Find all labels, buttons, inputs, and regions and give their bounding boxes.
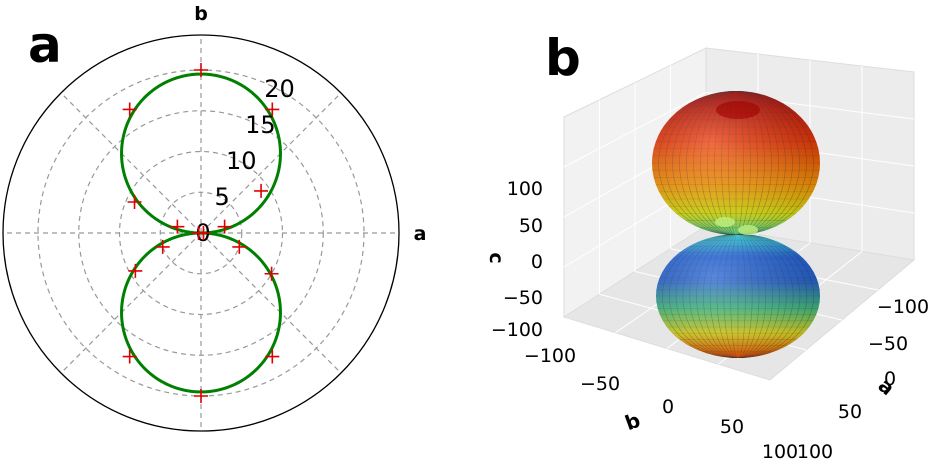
polar-data-marker: [127, 195, 142, 210]
polar-data-marker: [254, 183, 269, 198]
axis3d-tick-b: 0: [662, 396, 674, 418]
polar-axis-label-top: b: [194, 3, 208, 25]
axis3d-tick-c: −50: [503, 287, 543, 309]
polar-radial-tick-label: 20: [264, 75, 295, 103]
polar-data-marker: [194, 63, 208, 77]
polar-grid-spoke: [60, 92, 202, 234]
polar-axis-label-right: a: [414, 223, 427, 245]
polar-data-marker: [122, 102, 137, 117]
polar-data-marker: [194, 389, 208, 403]
polar-grid-circle: [78, 110, 324, 356]
polar-radial-tick-label: 10: [226, 147, 257, 175]
axis3d-tick-a: −100: [877, 296, 929, 318]
panel-label-a: a: [28, 16, 62, 74]
axis3d-tick-a: 0: [884, 368, 896, 390]
axis3d-tick-a: 100: [797, 441, 833, 463]
axis3d-tick-a: 50: [838, 401, 862, 423]
polar-data-marker: [265, 349, 280, 364]
axis3d-tick-c: −100: [491, 319, 543, 341]
polar-data-marker: [128, 263, 143, 278]
polar-data-marker: [265, 102, 280, 117]
polar-grid-spoke: [200, 92, 342, 234]
polar-data-marker: [155, 239, 170, 254]
polar-data-marker: [217, 219, 232, 234]
axis3d-label-c: c: [485, 252, 507, 263]
axis3d-tick-a: −50: [868, 333, 908, 355]
axis3d-tick-b: 50: [720, 416, 744, 438]
polar-data-marker: [196, 226, 211, 240]
panel-label-b: b: [545, 29, 581, 87]
axis3d-tick-b: −100: [524, 345, 576, 367]
surface-upper-lobe: [652, 91, 820, 235]
axis3d-tick-b: 100: [762, 441, 798, 463]
polar-radial-tick-label: 15: [245, 111, 276, 139]
axis3d-tick-c: 100: [507, 178, 543, 200]
polar-data-marker: [264, 266, 279, 281]
polar-grid-spoke: [60, 232, 202, 374]
axis3d-tick-c: 0: [531, 251, 543, 273]
polar-data-marker: [232, 239, 247, 254]
polar-outer-frame: [2, 34, 400, 432]
polar-grid-spoke: [200, 232, 342, 374]
axis3d-tick-b: −50: [580, 373, 620, 395]
axis3d-label-b: b: [622, 408, 644, 435]
polar-data-marker: [122, 349, 137, 364]
axis3d-tick-c: 50: [519, 215, 543, 237]
polar-radial-tick-label: 5: [214, 183, 229, 211]
surface-lower-lobe: [656, 234, 820, 358]
polar-data-marker: [170, 219, 185, 234]
